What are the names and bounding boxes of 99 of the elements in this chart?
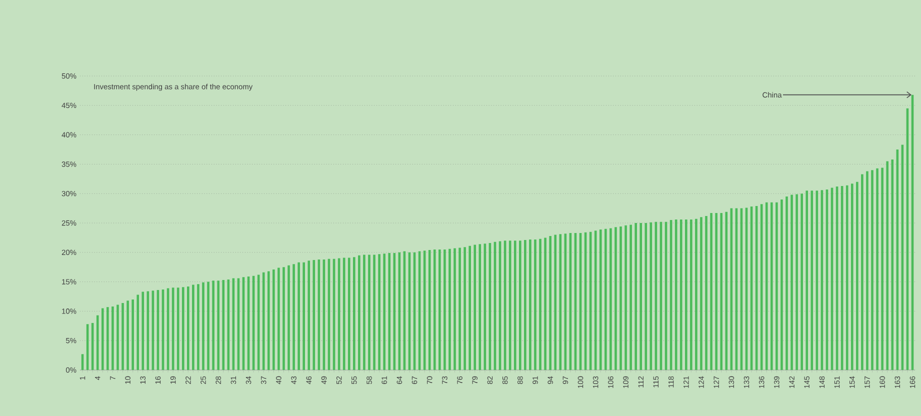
bar [518, 240, 522, 370]
bar [886, 161, 888, 370]
bar [534, 239, 536, 370]
bar [438, 249, 441, 370]
bar [630, 224, 632, 370]
bar [267, 271, 270, 370]
bar [101, 308, 104, 370]
bar [604, 228, 607, 370]
bar [850, 184, 854, 370]
bar [780, 199, 783, 370]
bar [710, 213, 712, 370]
bar [725, 212, 728, 370]
bar [212, 280, 214, 370]
bar [292, 264, 295, 370]
bar [806, 190, 808, 370]
bar [358, 255, 360, 370]
bar [529, 239, 532, 370]
bar [458, 248, 461, 370]
bar [800, 194, 803, 370]
bar [524, 240, 526, 370]
bar [549, 236, 552, 370]
bar [373, 254, 376, 370]
bar [464, 247, 466, 370]
bar [378, 254, 380, 370]
bar [539, 238, 542, 370]
bar [786, 196, 788, 370]
bar [866, 171, 868, 370]
bar [298, 262, 300, 370]
bar [640, 223, 642, 370]
bar [891, 159, 894, 370]
bar [308, 260, 310, 370]
bar [705, 216, 708, 370]
bar [770, 202, 773, 370]
bar [282, 267, 285, 370]
bar [454, 248, 456, 370]
bar [544, 238, 546, 370]
bar [106, 307, 109, 370]
bar [624, 225, 627, 370]
bar [187, 286, 190, 370]
bar [217, 280, 220, 370]
bar [202, 282, 204, 370]
bar [474, 244, 476, 370]
bar [222, 280, 225, 370]
bar [197, 284, 200, 370]
bar [112, 306, 114, 370]
bar [559, 234, 562, 370]
bar [126, 300, 129, 370]
bar [448, 248, 451, 370]
bar [620, 226, 622, 370]
bar [856, 182, 858, 370]
bar [644, 223, 648, 370]
bar [514, 240, 516, 370]
bar [278, 268, 280, 370]
bar [614, 227, 617, 370]
bar [227, 279, 230, 370]
bar [846, 185, 848, 370]
bar [122, 302, 124, 370]
bar [680, 219, 682, 370]
bar [554, 234, 556, 370]
bar [348, 258, 350, 370]
bar [262, 272, 265, 370]
bar [302, 262, 305, 370]
bar [116, 304, 119, 370]
bar [790, 194, 793, 370]
bar [468, 246, 471, 370]
bar [684, 219, 688, 370]
bar [207, 282, 210, 370]
bar [272, 269, 275, 370]
bar [634, 223, 637, 370]
bar [700, 217, 702, 370]
bar [136, 294, 139, 370]
bar [796, 194, 798, 370]
bar [881, 168, 884, 370]
bar [444, 249, 446, 370]
bar [765, 202, 768, 370]
bar [388, 252, 391, 370]
bar [352, 257, 356, 370]
bar [368, 254, 370, 370]
bar [182, 287, 184, 370]
bar [383, 254, 386, 370]
bar [871, 170, 874, 370]
bar [720, 213, 722, 370]
bar [810, 190, 814, 370]
bar [142, 292, 144, 370]
bar [599, 229, 602, 370]
bar [695, 218, 698, 370]
bar [876, 168, 878, 370]
bar [132, 299, 134, 370]
bar [96, 315, 99, 370]
bar [393, 252, 396, 370]
bar [861, 174, 864, 370]
bar [776, 202, 778, 370]
bar [192, 284, 194, 370]
bar [288, 265, 290, 370]
bar [715, 213, 718, 370]
bar [610, 228, 612, 370]
bar [433, 249, 436, 370]
bar [690, 219, 692, 370]
bar [363, 254, 366, 370]
